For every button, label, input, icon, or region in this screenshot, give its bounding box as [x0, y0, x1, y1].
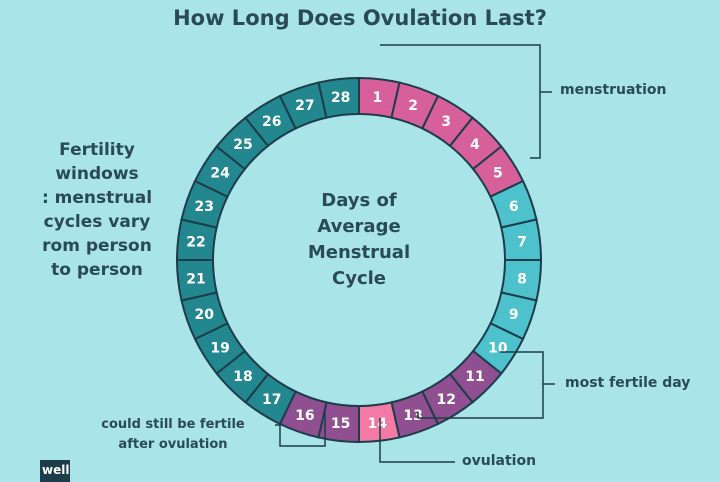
day-label-17: 17 — [262, 392, 281, 408]
menstruation-label: menstruation — [560, 82, 667, 98]
day-label-20: 20 — [194, 307, 214, 323]
day-label-12: 12 — [437, 392, 456, 408]
ovulation-label: ovulation — [462, 453, 537, 469]
center-text: Days of Average Menstrual Cycle — [308, 190, 410, 289]
page-title: How Long Does Ovulation Last? — [173, 6, 547, 30]
day-label-23: 23 — [194, 199, 213, 215]
center-text-line: Menstrual — [308, 242, 410, 263]
day-label-22: 22 — [186, 235, 205, 251]
day-label-27: 27 — [295, 98, 314, 114]
most-fertile-bracket — [417, 351, 555, 419]
day-label-2: 2 — [408, 98, 418, 114]
day-label-7: 7 — [517, 235, 527, 251]
cycle-ring: 1234567891011121314151617181920212223242… — [175, 76, 543, 444]
day-label-16: 16 — [295, 408, 314, 424]
day-label-5: 5 — [493, 166, 503, 182]
day-label-25: 25 — [233, 137, 252, 153]
brand-logo: well — [40, 460, 70, 482]
day-label-14: 14 — [368, 416, 388, 432]
center-text-line: Cycle — [332, 268, 386, 289]
center-text-line: Days of — [321, 190, 397, 211]
day-label-13: 13 — [403, 408, 422, 424]
day-label-8: 8 — [517, 271, 527, 287]
callout-brackets — [275, 44, 555, 463]
day-label-3: 3 — [441, 114, 451, 130]
day-label-1: 1 — [372, 90, 382, 106]
day-label-24: 24 — [210, 166, 230, 182]
day-label-4: 4 — [470, 137, 480, 153]
day-label-19: 19 — [210, 340, 229, 356]
menstruation-bracket — [380, 44, 552, 159]
most-fertile-label: most fertile day — [565, 375, 691, 391]
day-label-6: 6 — [509, 199, 519, 215]
ovulation-pointer — [379, 418, 455, 463]
side-note: Fertility windows : menstrual cycles var… — [41, 140, 153, 280]
day-segment-28 — [317, 76, 360, 119]
day-label-21: 21 — [186, 271, 205, 287]
center-text-line: Average — [317, 216, 400, 237]
after-ovulation-bracket — [275, 412, 326, 447]
day-label-18: 18 — [233, 369, 252, 385]
after-ovulation-label: could still be fertile after ovulation — [101, 417, 245, 452]
day-label-26: 26 — [262, 114, 281, 130]
day-label-11: 11 — [465, 369, 484, 385]
day-label-28: 28 — [331, 90, 350, 106]
day-label-9: 9 — [509, 307, 519, 323]
day-label-10: 10 — [488, 340, 508, 356]
day-label-15: 15 — [331, 416, 350, 432]
